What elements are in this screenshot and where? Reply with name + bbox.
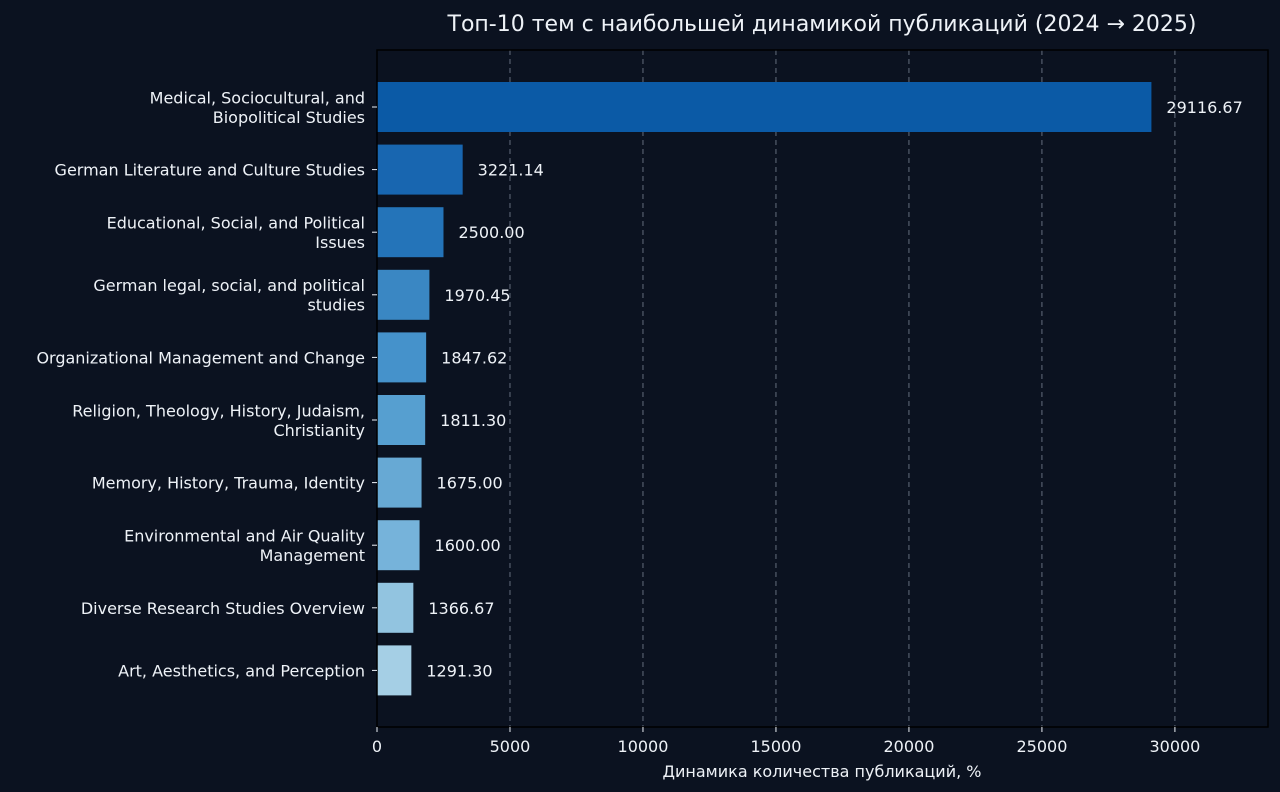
category-label: Diverse Research Studies Overview xyxy=(81,599,365,618)
category-label: Organizational Management and Change xyxy=(36,348,365,367)
category-label: Educational, Social, and Political Issues xyxy=(107,213,365,252)
ticks-layer: 0 5000 10000 15000 20000 25000 30000 xyxy=(372,106,1200,756)
bar[interactable] xyxy=(377,82,1152,132)
bar-value-label: 1291.30 xyxy=(426,661,492,680)
category-label: German legal, social, and political studi… xyxy=(93,276,365,315)
bar-value-label: 3221.14 xyxy=(478,161,544,180)
bar-value-label: 1811.30 xyxy=(440,411,506,430)
bar[interactable] xyxy=(377,582,414,633)
bar-value-label: 1675.00 xyxy=(437,474,503,493)
x-tick-label: 10000 xyxy=(618,737,669,756)
bar-value-label: 1847.62 xyxy=(441,348,507,367)
category-label: Environmental and Air Quality Management xyxy=(124,526,365,565)
x-tick-label: 15000 xyxy=(751,737,802,756)
bar[interactable] xyxy=(377,207,444,258)
bar[interactable] xyxy=(377,144,463,195)
x-tick-label: 25000 xyxy=(1016,737,1067,756)
bar-value-label: 1366.67 xyxy=(428,599,494,618)
category-label: Medical, Sociocultural, and Biopolitical … xyxy=(150,88,365,127)
bar[interactable] xyxy=(377,457,422,508)
x-tick-label: 5000 xyxy=(490,737,531,756)
bar-value-label: 1600.00 xyxy=(435,536,501,555)
category-label: Art, Aesthetics, and Perception xyxy=(118,661,365,680)
bar[interactable] xyxy=(377,520,420,571)
x-tick-label: 20000 xyxy=(883,737,934,756)
bars-layer xyxy=(377,82,1152,696)
bar-value-label: 2500.00 xyxy=(458,223,524,242)
plot-frame xyxy=(376,49,1269,728)
category-label: German Literature and Culture Studies xyxy=(55,161,365,180)
grid-layer xyxy=(509,50,1176,727)
category-label: Religion, Theology, History, Judaism, Chr… xyxy=(72,401,365,440)
bar[interactable] xyxy=(377,645,412,696)
bar[interactable] xyxy=(377,332,427,383)
bar-value-label: 29116.67 xyxy=(1166,98,1242,117)
labels-layer: 29116.67 Medical, Sociocultural, and Biopo… xyxy=(36,88,1242,680)
x-tick-label: 30000 xyxy=(1149,737,1200,756)
chart-title: Топ-10 тем с наибольшей динамикой публик… xyxy=(447,12,1197,37)
bar[interactable] xyxy=(377,269,430,320)
bar-value-label: 1970.45 xyxy=(444,286,510,305)
x-tick-label: 0 xyxy=(372,737,382,756)
bar[interactable] xyxy=(377,395,426,445)
category-label: Memory, History, Trauma, Identity xyxy=(92,474,365,493)
x-axis-label: Динамика количества публикаций, % xyxy=(663,762,982,781)
